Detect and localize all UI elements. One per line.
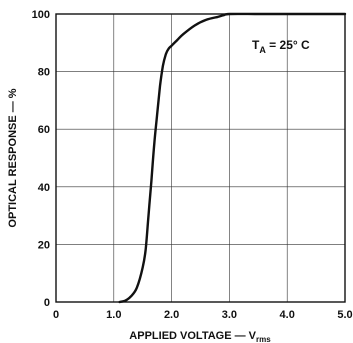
x-axis-label: APPLIED VOLTAGE — Vrms — [129, 330, 271, 343]
y-tick-label: 100 — [32, 9, 50, 21]
x-tick-label: 0 — [53, 309, 59, 321]
y-axis-label: OPTICAL RESPONSE — % — [7, 88, 19, 227]
y-tick-label: 20 — [38, 239, 50, 251]
y-tick-label: 40 — [38, 182, 50, 194]
x-tick-label: 1.0 — [106, 309, 121, 321]
plot-frame — [55, 13, 346, 303]
y-tick-label: 80 — [38, 67, 50, 79]
x-axis-ticks: 0 1.0 2.0 3.0 4.0 5.0 — [53, 309, 353, 321]
annotation-subscript: A — [259, 45, 266, 55]
y-tick-label: 0 — [44, 297, 50, 309]
x-tick-label: 3.0 — [222, 309, 237, 321]
x-axis-label-main: APPLIED VOLTAGE — V — [129, 330, 256, 342]
x-tick-label: 2.0 — [164, 309, 179, 321]
annotation-main: T — [252, 38, 260, 52]
x-tick-label: 4.0 — [280, 309, 295, 321]
x-axis-label-subscript: rms — [256, 335, 271, 343]
temperature-annotation: TA = 25° C — [252, 38, 310, 55]
y-axis-ticks: 0 20 40 60 80 100 — [32, 9, 50, 309]
annotation-rest: = 25° C — [266, 38, 310, 52]
y-tick-label: 60 — [38, 124, 50, 136]
grid — [55, 13, 346, 303]
series-line — [118, 12, 347, 304]
x-tick-label: 5.0 — [337, 309, 352, 321]
